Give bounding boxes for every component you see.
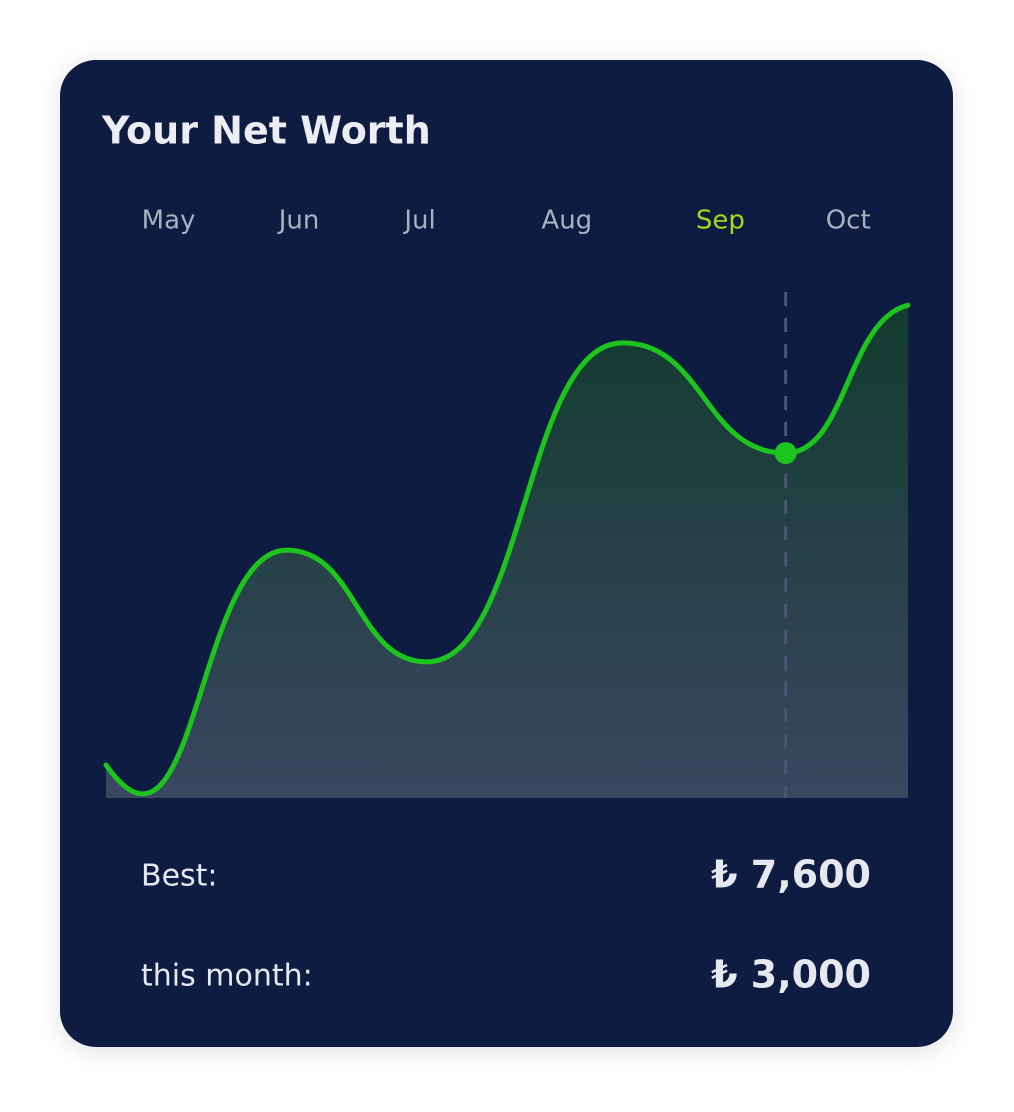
area-fill <box>106 305 908 798</box>
chart-title: Your Net Worth <box>101 109 431 153</box>
x-tick-label: Oct <box>826 206 871 236</box>
x-tick-label: Jun <box>277 206 320 236</box>
stat-label: Best: <box>141 859 218 894</box>
stat-label: this month: <box>141 959 313 994</box>
plot: May Jun Jul Aug Sep Oct <box>103 206 911 798</box>
x-tick-label: May <box>142 206 196 236</box>
x-tick-label: Jul <box>402 206 435 236</box>
stat-value: ₺ 3,000 <box>711 953 871 997</box>
stat-value: ₺ 7,600 <box>711 853 871 897</box>
x-tick-label: Aug <box>541 206 592 236</box>
point-marker <box>774 442 797 465</box>
x-tick-label: Sep <box>696 206 745 236</box>
